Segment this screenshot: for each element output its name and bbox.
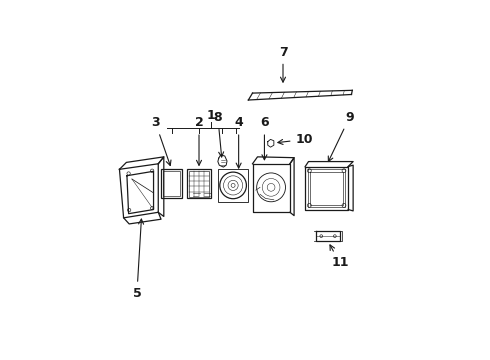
Bar xyxy=(187,169,211,198)
Text: 9: 9 xyxy=(328,111,354,162)
Bar xyxy=(163,171,180,197)
Text: 11: 11 xyxy=(330,245,348,269)
Bar xyxy=(218,169,248,202)
Text: 8: 8 xyxy=(214,111,223,157)
Text: 7: 7 xyxy=(279,46,287,82)
Text: 3: 3 xyxy=(151,116,171,166)
Text: 5: 5 xyxy=(132,219,144,300)
Text: 2: 2 xyxy=(195,116,203,165)
Text: 1: 1 xyxy=(207,109,215,122)
Bar xyxy=(189,171,209,197)
Text: 6: 6 xyxy=(260,116,269,160)
Text: 4: 4 xyxy=(234,116,243,168)
Text: 10: 10 xyxy=(278,133,313,146)
Bar xyxy=(161,169,182,198)
